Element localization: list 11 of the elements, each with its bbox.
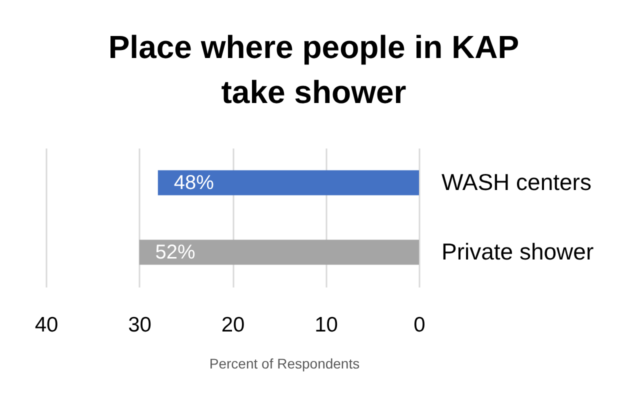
chart-title: Place where people in KAP take shower <box>108 29 520 110</box>
x-tick-label: 30 <box>128 314 152 336</box>
y-tick-label: Private shower <box>442 238 594 264</box>
x-tick-label: 0 <box>414 314 426 336</box>
x-axis-title: Percent of Respondents <box>209 356 360 372</box>
x-tick-label: 40 <box>34 314 58 336</box>
annotation: 48% <box>174 172 214 194</box>
annotation: 52% <box>155 241 196 264</box>
y-tick-label: WASH centers <box>442 168 592 195</box>
x-tick-label: 10 <box>314 314 338 336</box>
x-tick-label: 20 <box>221 314 245 336</box>
